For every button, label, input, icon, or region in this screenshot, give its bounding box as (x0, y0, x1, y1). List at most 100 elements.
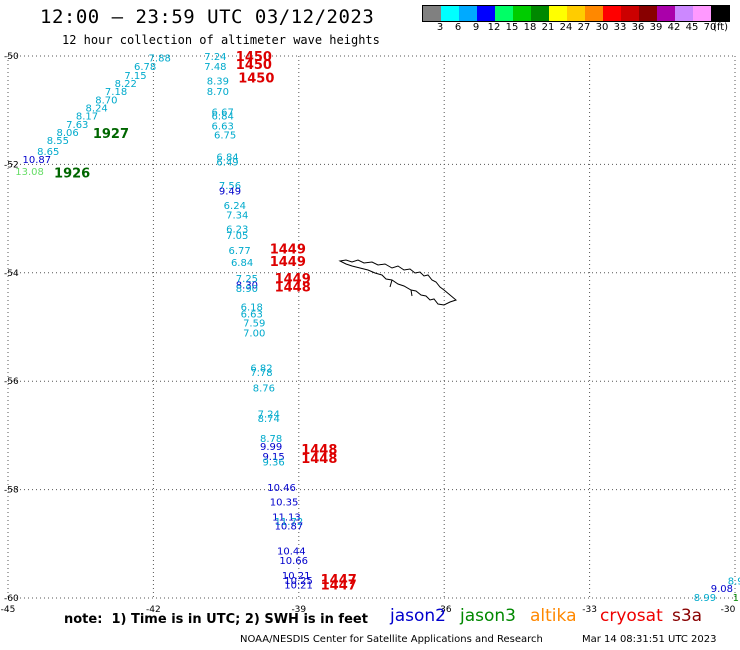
swh-value-label: 7.24 (204, 52, 226, 63)
pass-time-label: 1447 (321, 578, 357, 593)
swh-value-label: 9.49 (219, 186, 241, 197)
footer-note: note: 1) Time is in UTC; 2) SWH is in fe… (64, 612, 368, 627)
colorbar-label: 30 (595, 22, 609, 33)
colorbar-swatch (621, 6, 639, 21)
swh-value-label: 8.24 (86, 103, 108, 114)
lon-axis-label: -33 (582, 605, 597, 615)
colorbar-swatch (531, 6, 549, 21)
swh-value-label: 7.56 (219, 181, 241, 192)
swh-value-label: 6.23 (226, 224, 248, 235)
swh-value-label: 7.18 (105, 87, 127, 98)
swh-value-label: 10.66 (279, 556, 308, 567)
pass-time-label: 1448 (275, 280, 311, 295)
swh-value-label: 8.90 (236, 284, 258, 295)
colorbar-swatch (639, 6, 657, 21)
pass-time-label: 1927 (93, 127, 129, 142)
generated-timestamp: Mar 14 08:31:51 UTC 2023 (582, 634, 717, 645)
swh-value-label: 9.15 (262, 452, 284, 463)
swh-value-label: 8.9 (728, 577, 740, 588)
swh-value-label: 10.25 (284, 576, 313, 587)
colorbar-label: 42 (667, 22, 681, 33)
colorbar-unit: (ft) (713, 22, 729, 33)
colorbar-swatch (513, 6, 531, 21)
wave-height-colorbar (422, 5, 730, 22)
south-georgia-coastline (338, 259, 458, 306)
axis-labels: -50 -52 -54 -56 -58 -60-45 -42 -39 -36 -33 -30 (1, 52, 736, 615)
swh-value-label: 8.70 (95, 95, 117, 106)
colorbar-label: 39 (649, 22, 663, 33)
lon-axis-label: -30 (721, 605, 736, 615)
lat-axis-label: -58 (4, 486, 19, 496)
swh-value-label: 7.59 (243, 319, 265, 330)
colorbar-label: 24 (559, 22, 573, 33)
chart-subtitle: 12 hour collection of altimeter wave hei… (62, 33, 380, 47)
lon-axis-label: -42 (146, 605, 161, 615)
lat-axis-label: -56 (4, 377, 19, 387)
swh-value-label: 6.82 (250, 364, 272, 375)
legend-item-s3a: s3a (672, 606, 703, 626)
swh-value-label: 8.55 (47, 136, 69, 147)
swh-value-label: 8.30 (236, 281, 258, 292)
colorbar-swatch (711, 6, 729, 21)
swh-value-label: 6.63 (241, 309, 263, 320)
lat-axis-label: -60 (4, 594, 19, 604)
swh-value-label: 6.67 (212, 107, 234, 118)
swh-value-label: 10.87 (23, 155, 52, 166)
pass-time-label: 1450 (236, 50, 272, 65)
colorbar-swatch (495, 6, 513, 21)
lat-axis-label: -50 (4, 52, 19, 62)
lat-axis-label: -52 (4, 160, 19, 170)
colorbar-label: 27 (577, 22, 591, 33)
swh-value-label: 11.13 (272, 513, 301, 524)
swh-value-label: 10.44 (277, 546, 306, 557)
swh-value-label: 8.65 (37, 147, 59, 158)
swh-value-label: 13.08 (15, 167, 44, 178)
swh-value-label: 6.77 (229, 246, 251, 257)
swh-value-label: 8.17 (76, 112, 98, 123)
swh-value-label: 7.88 (149, 54, 171, 65)
legend-item-jason2: jason2 (390, 606, 446, 626)
colorbar-label: 18 (523, 22, 537, 33)
wave-height-labels: 7.886.787.158.227.188.708.248.177.638.06… (15, 50, 740, 604)
pass-time-label: 1449 (270, 242, 306, 257)
colorbar-swatch (603, 6, 621, 21)
swh-value-label: 10.21 (282, 571, 311, 582)
coastline-detail (389, 279, 413, 297)
credit-line: NOAA/NESDIS Center for Satellite Applica… (240, 634, 543, 645)
colorbar-swatch (567, 6, 585, 21)
colorbar-label: 45 (685, 22, 699, 33)
colorbar-label: 6 (454, 22, 462, 33)
colorbar-swatch (585, 6, 603, 21)
swh-value-label: 9.08 (711, 584, 733, 595)
colorbar-swatch (423, 6, 441, 21)
swh-value-label: 6.84 (231, 258, 253, 269)
pass-time-label: 1926 (54, 167, 90, 182)
lon-axis-label: -45 (1, 605, 16, 615)
legend-item-altika: altika (530, 606, 577, 626)
swh-value-label: 8.74 (258, 414, 280, 425)
swh-value-label: 6.49 (216, 158, 238, 169)
swh-value-label: 7.78 (250, 368, 272, 379)
swh-value-label: 8.39 (207, 76, 229, 87)
swh-value-label: 6.75 (214, 131, 236, 142)
swh-value-label: 7.63 (66, 120, 88, 131)
swh-value-label: 8.70 (207, 87, 229, 98)
swh-value-label: 6.18 (241, 302, 263, 313)
swh-value-label: 8.06 (56, 128, 78, 139)
pass-time-label: 1448 (301, 452, 337, 467)
swh-value-label: 7.15 (124, 71, 146, 82)
pass-time-label: 1447 (321, 573, 357, 588)
pass-time-label: 1450 (238, 72, 274, 87)
swh-value-label: 7.25 (236, 274, 258, 285)
pass-time-label: 1448 (301, 443, 337, 458)
pass-time-label: 1450 (236, 58, 272, 73)
swh-value-label: 6.84 (212, 112, 234, 123)
swh-value-label: 8.22 (115, 79, 137, 90)
legend-item-cryosat: cryosat (600, 606, 663, 626)
swh-value-label: 6.63 (212, 121, 234, 132)
swh-value-label: 10.35 (270, 498, 299, 509)
lon-axis-label: -36 (437, 605, 452, 615)
swh-value-label: 9.36 (262, 457, 284, 468)
swh-value-label: 8.78 (260, 434, 282, 445)
